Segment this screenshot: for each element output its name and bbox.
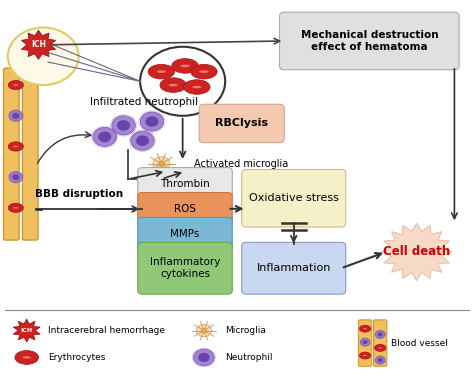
Circle shape (93, 127, 117, 146)
Ellipse shape (169, 84, 178, 86)
FancyBboxPatch shape (22, 68, 38, 240)
Text: ICH: ICH (21, 328, 33, 333)
Circle shape (196, 325, 211, 337)
Ellipse shape (192, 86, 201, 88)
Ellipse shape (359, 325, 371, 332)
Ellipse shape (160, 78, 186, 92)
Text: Oxidative stress: Oxidative stress (249, 193, 338, 203)
Text: Thrombin: Thrombin (160, 179, 210, 189)
Ellipse shape (8, 142, 23, 151)
Ellipse shape (13, 146, 18, 147)
Ellipse shape (181, 65, 190, 67)
Text: ICH: ICH (31, 40, 46, 49)
Ellipse shape (363, 355, 367, 356)
Text: Erythrocytes: Erythrocytes (48, 353, 105, 362)
FancyBboxPatch shape (242, 169, 346, 227)
Ellipse shape (191, 64, 217, 79)
Polygon shape (21, 30, 55, 59)
Circle shape (375, 356, 385, 364)
Ellipse shape (363, 328, 367, 329)
FancyBboxPatch shape (3, 68, 19, 240)
Circle shape (8, 28, 79, 85)
Circle shape (146, 116, 158, 127)
Ellipse shape (359, 352, 371, 359)
Circle shape (12, 113, 19, 119)
Ellipse shape (148, 64, 174, 79)
Text: MMPs: MMPs (170, 229, 200, 239)
Text: Neutrophil: Neutrophil (225, 353, 273, 362)
Text: Infiltrated neutrophil: Infiltrated neutrophil (91, 97, 199, 107)
FancyBboxPatch shape (374, 320, 387, 366)
Text: Microglia: Microglia (225, 326, 266, 335)
Circle shape (153, 157, 170, 171)
Circle shape (140, 47, 225, 116)
Circle shape (378, 358, 383, 362)
Text: Inflammation: Inflammation (256, 263, 331, 273)
Ellipse shape (199, 70, 209, 73)
Circle shape (131, 131, 155, 150)
Ellipse shape (8, 80, 23, 90)
Text: BBB disruption: BBB disruption (35, 189, 123, 199)
Ellipse shape (8, 203, 23, 213)
FancyBboxPatch shape (138, 243, 232, 294)
Circle shape (158, 161, 164, 166)
Circle shape (201, 328, 207, 333)
Circle shape (98, 132, 111, 142)
Text: Cell death: Cell death (383, 246, 450, 258)
Ellipse shape (13, 207, 18, 209)
Text: Activated microglia: Activated microglia (194, 159, 289, 169)
Text: Inflammatory
cytokines: Inflammatory cytokines (150, 258, 220, 279)
Text: RBClysis: RBClysis (215, 119, 268, 129)
Circle shape (375, 331, 385, 338)
FancyBboxPatch shape (138, 167, 232, 200)
Ellipse shape (374, 345, 386, 352)
Circle shape (360, 338, 370, 346)
Circle shape (12, 174, 19, 180)
FancyBboxPatch shape (199, 104, 284, 142)
Circle shape (136, 136, 149, 146)
Circle shape (9, 172, 22, 182)
Circle shape (9, 110, 22, 121)
Polygon shape (381, 223, 452, 281)
Polygon shape (13, 319, 40, 342)
FancyBboxPatch shape (242, 243, 346, 294)
Ellipse shape (183, 80, 210, 94)
Text: Intracerebral hemorrhage: Intracerebral hemorrhage (48, 326, 165, 335)
Ellipse shape (23, 356, 31, 359)
Text: Blood vessel: Blood vessel (391, 339, 447, 348)
Ellipse shape (172, 59, 198, 73)
Ellipse shape (15, 351, 38, 364)
Ellipse shape (378, 347, 382, 348)
FancyBboxPatch shape (280, 12, 459, 70)
FancyBboxPatch shape (358, 320, 372, 366)
Circle shape (193, 349, 214, 366)
Ellipse shape (13, 84, 18, 86)
Text: ROS: ROS (174, 204, 196, 214)
Circle shape (198, 353, 210, 362)
Text: Mechanical destruction
effect of hematoma: Mechanical destruction effect of hematom… (301, 30, 438, 52)
Ellipse shape (157, 70, 166, 73)
FancyBboxPatch shape (138, 218, 232, 250)
Circle shape (112, 116, 136, 135)
Circle shape (117, 120, 130, 131)
FancyBboxPatch shape (138, 192, 232, 225)
Circle shape (140, 112, 164, 131)
Circle shape (378, 332, 383, 336)
Circle shape (363, 340, 368, 344)
